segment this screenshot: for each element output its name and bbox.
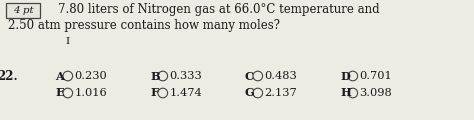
Text: 22.: 22. [0,69,18,83]
Text: D: D [340,71,350,81]
Text: H: H [340,87,351,99]
Bar [6,3,40,18]
Text: 3.098: 3.098 [360,88,392,98]
Text: I: I [66,37,70,46]
Text: C: C [245,71,254,81]
Text: 1.474: 1.474 [170,88,202,98]
Text: F: F [150,87,158,99]
Text: A: A [55,71,64,81]
Text: 0.701: 0.701 [360,71,392,81]
Text: B: B [150,71,160,81]
Text: 2.137: 2.137 [264,88,297,98]
Text: 7.80 liters of Nitrogen gas at 66.0°C temperature and: 7.80 liters of Nitrogen gas at 66.0°C te… [58,3,380,17]
Text: 2.50 atm pressure contains how many moles?: 2.50 atm pressure contains how many mole… [8,19,280,33]
Text: 4 pt: 4 pt [13,6,33,15]
Text: G: G [245,87,255,99]
Text: 0.230: 0.230 [74,71,107,81]
Text: 0.333: 0.333 [170,71,202,81]
Text: 1.016: 1.016 [74,88,107,98]
Text: E: E [55,87,64,99]
Text: 0.483: 0.483 [264,71,297,81]
